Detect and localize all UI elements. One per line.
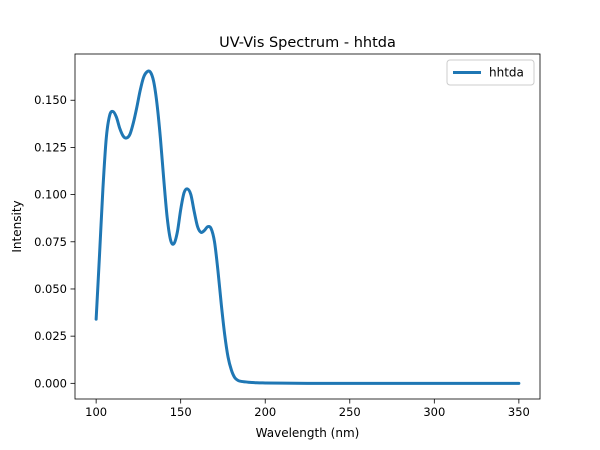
x-axis-label: Wavelength (nm) — [256, 426, 360, 440]
y-tick-label: 0.025 — [34, 329, 67, 343]
x-tick-label: 150 — [170, 405, 192, 419]
ticks-layer: 100 150 200 250 300 350 0.000 0.025 0.050 0.075 0.… — [34, 93, 530, 419]
legend-label-hhtda: hhtda — [489, 66, 524, 80]
plot-frame — [74, 53, 541, 400]
legend-box — [446, 59, 535, 86]
y-tick-label: 0.075 — [34, 235, 67, 249]
y-tick-label: 0.000 — [34, 376, 67, 390]
plot-area: 100 150 200 250 300 350 0.000 0.025 0.050 0.075 0.… — [34, 53, 541, 419]
series-line-hhtda — [94, 69, 521, 385]
x-tick-label: 100 — [85, 405, 107, 419]
x-tick-label: 300 — [423, 405, 445, 419]
y-tick-label: 0.050 — [34, 282, 67, 296]
y-tick-label: 0.150 — [34, 93, 67, 107]
plot-background — [75, 54, 540, 399]
y-tick-label: 0.100 — [34, 188, 67, 202]
series-layer — [94, 69, 521, 385]
x-tick-label: 200 — [254, 405, 276, 419]
y-tick-label: 0.125 — [34, 140, 67, 154]
chart-title: UV-Vis Spectrum - hhtda — [219, 35, 396, 51]
legend: hhtda — [446, 59, 535, 86]
y-axis-label: Intensity — [10, 200, 24, 252]
x-tick-label: 250 — [339, 405, 361, 419]
x-tick-label: 350 — [508, 405, 530, 419]
